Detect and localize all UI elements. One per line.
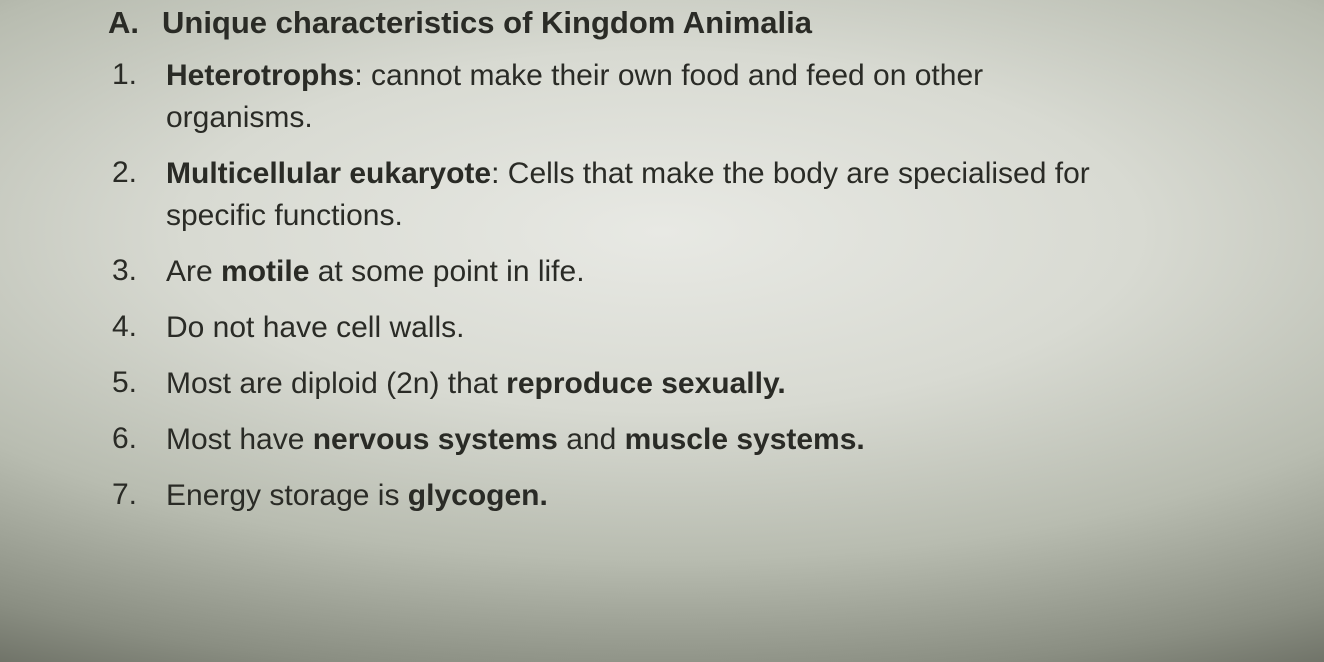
item-number: 6. bbox=[108, 419, 166, 460]
item-text: Multicellular eukaryote: Cells that make… bbox=[166, 153, 1126, 237]
item-number: 1. bbox=[108, 55, 166, 96]
item-text: Are motile at some point in life. bbox=[166, 251, 585, 293]
bold-term: Multicellular eukaryote bbox=[166, 157, 491, 190]
section-title: Unique characteristics of Kingdom Animal… bbox=[162, 4, 812, 41]
item-number: 3. bbox=[108, 251, 166, 292]
item-pre: Energy storage is bbox=[166, 479, 408, 512]
item-number: 5. bbox=[108, 363, 166, 404]
list-item: 5. Most are diploid (2n) that reproduce … bbox=[108, 363, 1188, 405]
bold-term: reproduce sexually. bbox=[506, 367, 786, 400]
section-heading: A. Unique characteristics of Kingdom Ani… bbox=[108, 4, 1188, 41]
list-item: 2. Multicellular eukaryote: Cells that m… bbox=[108, 153, 1188, 237]
item-number: 4. bbox=[108, 307, 166, 348]
item-pre: Most have bbox=[166, 423, 313, 456]
item-pre: Are bbox=[166, 255, 221, 288]
bold-term-2: muscle systems. bbox=[625, 423, 865, 456]
item-plain: Do not have cell walls. bbox=[166, 311, 464, 344]
item-text: Energy storage is glycogen. bbox=[166, 475, 548, 517]
section-letter: A. bbox=[108, 5, 162, 41]
list-item: 1. Heterotrophs: cannot make their own f… bbox=[108, 55, 1188, 139]
bold-term: nervous systems bbox=[313, 423, 558, 456]
item-rest: at some point in life. bbox=[309, 255, 584, 288]
bold-term: glycogen. bbox=[408, 479, 548, 512]
item-text: Do not have cell walls. bbox=[166, 307, 464, 349]
item-text: Heterotrophs: cannot make their own food… bbox=[166, 55, 1126, 139]
page-surface: A. Unique characteristics of Kingdom Ani… bbox=[0, 0, 1324, 662]
bold-term: Heterotrophs bbox=[166, 59, 354, 92]
item-number: 2. bbox=[108, 153, 166, 194]
list-item: 3. Are motile at some point in life. bbox=[108, 251, 1188, 293]
item-pre: Most are diploid (2n) that bbox=[166, 367, 506, 400]
item-text: Most have nervous systems and muscle sys… bbox=[166, 419, 865, 461]
list-item: 4. Do not have cell walls. bbox=[108, 307, 1188, 349]
list-item: 7. Energy storage is glycogen. bbox=[108, 475, 1188, 517]
characteristics-list: 1. Heterotrophs: cannot make their own f… bbox=[108, 55, 1188, 517]
list-item: 6. Most have nervous systems and muscle … bbox=[108, 419, 1188, 461]
content-block: A. Unique characteristics of Kingdom Ani… bbox=[108, 4, 1188, 531]
item-number: 7. bbox=[108, 475, 166, 516]
bold-term: motile bbox=[221, 255, 309, 288]
item-mid: and bbox=[558, 423, 625, 456]
item-text: Most are diploid (2n) that reproduce sex… bbox=[166, 363, 786, 405]
